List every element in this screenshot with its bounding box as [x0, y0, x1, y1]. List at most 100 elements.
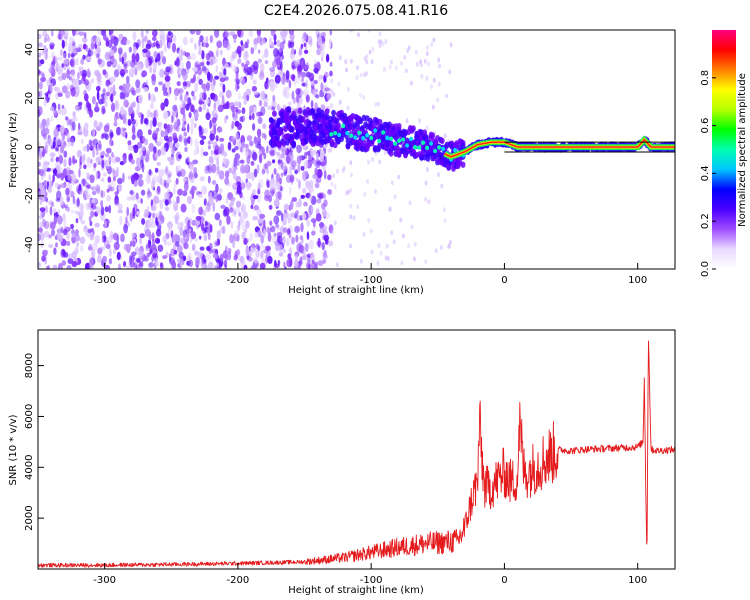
heatmap-cell: [393, 141, 398, 146]
heatmap-cell: [81, 155, 86, 165]
heatmap-cell: [128, 46, 132, 53]
heatmap-cell: [264, 163, 267, 170]
x-tick-label: -100: [360, 275, 383, 286]
heatmap-cell: [84, 187, 89, 195]
heatmap-cell: [46, 264, 51, 269]
heatmap-cell: [250, 161, 255, 166]
heatmap-cell: [117, 65, 122, 72]
heatmap-cell: [328, 240, 334, 247]
heatmap-cell: [248, 30, 254, 38]
heatmap-cell: [65, 142, 72, 147]
heatmap-cell: [411, 125, 416, 132]
heatmap-cell: [180, 203, 187, 213]
heatmap-cell: [161, 56, 167, 65]
heatmap-cell: [300, 194, 306, 199]
heatmap-cell: [314, 182, 320, 189]
heatmap-cell: [236, 134, 240, 141]
heatmap-cell: [224, 170, 230, 178]
heatmap-cell: [324, 212, 331, 220]
heatmap-cell: [226, 215, 231, 225]
heatmap-cell: [200, 147, 204, 158]
heatmap-cell: [75, 218, 79, 224]
heatmap-cell: [108, 186, 115, 192]
heatmap-cell: [175, 241, 180, 247]
heatmap-cell: [212, 248, 218, 254]
heatmap-cell: [276, 210, 282, 216]
heatmap-cell: [352, 215, 356, 221]
heatmap-cell: [273, 47, 279, 58]
heatmap-cell: [240, 40, 243, 46]
heatmap-cell: [75, 85, 80, 96]
heatmap-cell: [38, 33, 42, 40]
heatmap-cell: [388, 140, 394, 147]
heatmap-cell: [367, 159, 371, 165]
heatmap-cell: [230, 200, 234, 207]
heatmap-cell: [278, 251, 284, 257]
heatmap-cell: [409, 136, 414, 142]
heatmap-cell: [48, 67, 54, 74]
heatmap-cell: [112, 176, 116, 182]
heatmap-cell: [137, 178, 144, 187]
heatmap-cell: [218, 71, 222, 79]
heatmap-cell: [399, 217, 403, 223]
heatmap-cell: [38, 262, 41, 268]
heatmap-cell: [329, 61, 333, 67]
heatmap-cell: [272, 110, 277, 117]
heatmap-cell: [298, 179, 301, 190]
heatmap-cell: [295, 177, 299, 183]
heatmap-cell: [48, 84, 53, 94]
heatmap-cell: [349, 243, 352, 249]
heatmap-cell: [140, 30, 144, 38]
heatmap-cell: [255, 142, 258, 149]
heatmap-cell: [202, 209, 206, 216]
heatmap-cell: [195, 30, 201, 36]
heatmap-cell: [272, 159, 276, 164]
heatmap-cell: [86, 68, 91, 78]
heatmap-cell: [50, 114, 54, 123]
heatmap-cell: [104, 206, 109, 213]
heatmap-cell: [190, 52, 197, 61]
heatmap-cell: [90, 158, 93, 164]
heatmap-cell: [70, 87, 76, 97]
heatmap-cell: [174, 216, 179, 225]
heatmap-cell: [220, 49, 223, 56]
heatmap-cell: [193, 172, 198, 179]
heatmap-cell: [82, 146, 88, 152]
heatmap-cell: [81, 37, 88, 43]
heatmap-cell: [257, 58, 262, 64]
colorbar-tick-label: 0.4: [700, 165, 711, 181]
heatmap-cell: [206, 98, 210, 104]
heatmap-cell: [216, 230, 221, 240]
heatmap-cell: [47, 138, 53, 147]
heatmap-cell: [246, 135, 253, 142]
heatmap-cell: [329, 132, 334, 137]
heatmap-cell: [141, 70, 148, 77]
heatmap-cell: [341, 123, 346, 129]
heatmap-cell: [115, 156, 121, 163]
heatmap-cell: [247, 171, 254, 180]
heatmap-cell: [369, 228, 373, 234]
heatmap-cell: [101, 230, 106, 237]
heatmap-cell: [187, 97, 192, 106]
heatmap-cell: [289, 186, 292, 195]
heatmap-cell: [49, 152, 56, 158]
heatmap-cell: [256, 164, 260, 174]
heatmap-cell: [227, 251, 232, 261]
heatmap-cell: [278, 128, 284, 135]
heatmap-cell: [383, 66, 386, 72]
heatmap-cell: [145, 30, 149, 35]
heatmap-cell: [109, 76, 116, 83]
heatmap-cell: [314, 167, 318, 176]
heatmap-cell: [305, 181, 311, 190]
heatmap-cell: [222, 103, 229, 110]
heatmap-cell: [253, 204, 260, 211]
heatmap-cell: [252, 215, 258, 221]
heatmap-cell: [91, 198, 98, 204]
heatmap-cell: [87, 202, 92, 209]
heatmap-cell: [137, 129, 143, 139]
heatmap-cell: [181, 99, 185, 107]
y-tick-label: -40: [24, 236, 35, 252]
heatmap-cell: [94, 184, 101, 192]
heatmap-cell: [195, 219, 200, 226]
heatmap-cell: [108, 30, 114, 35]
